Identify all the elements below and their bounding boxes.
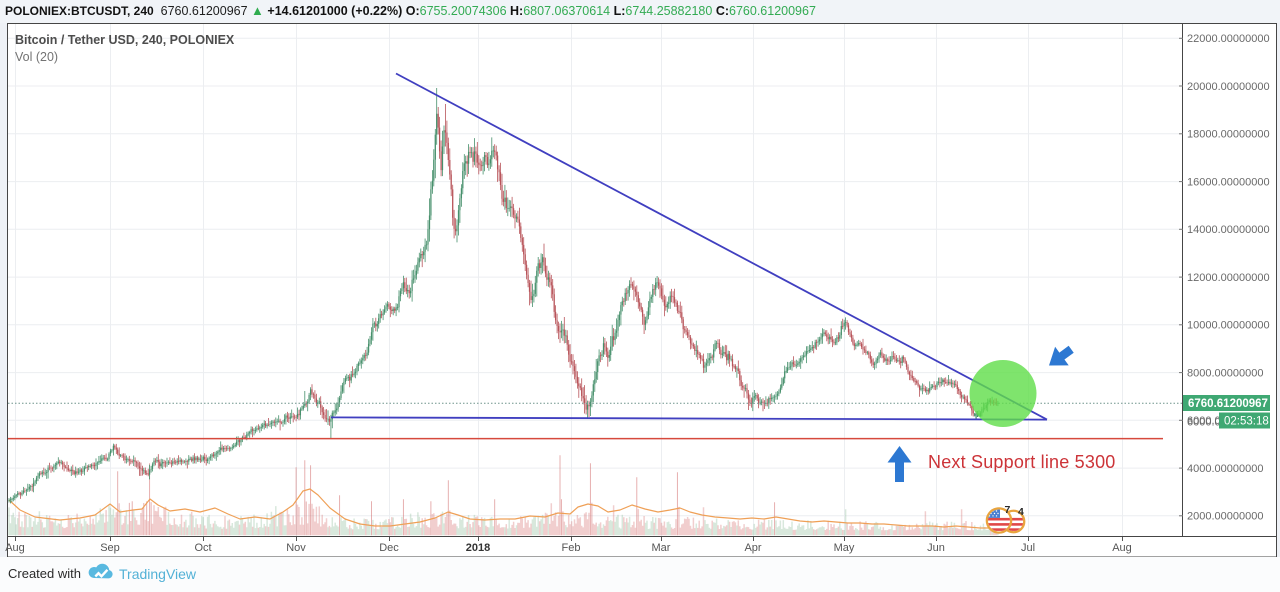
svg-text:2000.00000000: 2000.00000000	[1187, 511, 1263, 523]
svg-text:May: May	[834, 542, 855, 554]
svg-text:20000.00000000: 20000.00000000	[1187, 81, 1270, 93]
svg-text:Next Support line 5300: Next Support line 5300	[928, 452, 1116, 472]
svg-text:14000.00000000: 14000.00000000	[1187, 224, 1270, 236]
svg-text:4: 4	[1018, 506, 1024, 518]
svg-text:8000.00000000: 8000.00000000	[1187, 367, 1263, 379]
svg-text:6000.0: 6000.0	[1187, 416, 1221, 428]
svg-text:02:53:18: 02:53:18	[1224, 416, 1269, 428]
svg-text:Aug: Aug	[5, 542, 25, 554]
svg-text:Sep: Sep	[100, 542, 120, 554]
svg-text:Jul: Jul	[1021, 542, 1035, 554]
svg-text:Oct: Oct	[194, 542, 211, 554]
svg-text:Apr: Apr	[744, 542, 761, 554]
svg-text:Nov: Nov	[286, 542, 306, 554]
svg-text:6760.61200967: 6760.61200967	[1188, 398, 1268, 410]
svg-text:7: 7	[1005, 504, 1011, 516]
svg-text:12000.00000000: 12000.00000000	[1187, 272, 1270, 284]
svg-text:2018: 2018	[466, 542, 490, 554]
svg-text:Dec: Dec	[379, 542, 399, 554]
svg-text:22000.00000000: 22000.00000000	[1187, 33, 1270, 45]
svg-text:16000.00000000: 16000.00000000	[1187, 176, 1270, 188]
svg-text:4000.00000000: 4000.00000000	[1187, 463, 1263, 475]
svg-text:18000.00000000: 18000.00000000	[1187, 129, 1270, 141]
svg-text:10000.00000000: 10000.00000000	[1187, 320, 1270, 332]
svg-text:Aug: Aug	[1112, 542, 1132, 554]
svg-text:Mar: Mar	[652, 542, 671, 554]
svg-text:Jun: Jun	[927, 542, 945, 554]
svg-text:Feb: Feb	[562, 542, 581, 554]
